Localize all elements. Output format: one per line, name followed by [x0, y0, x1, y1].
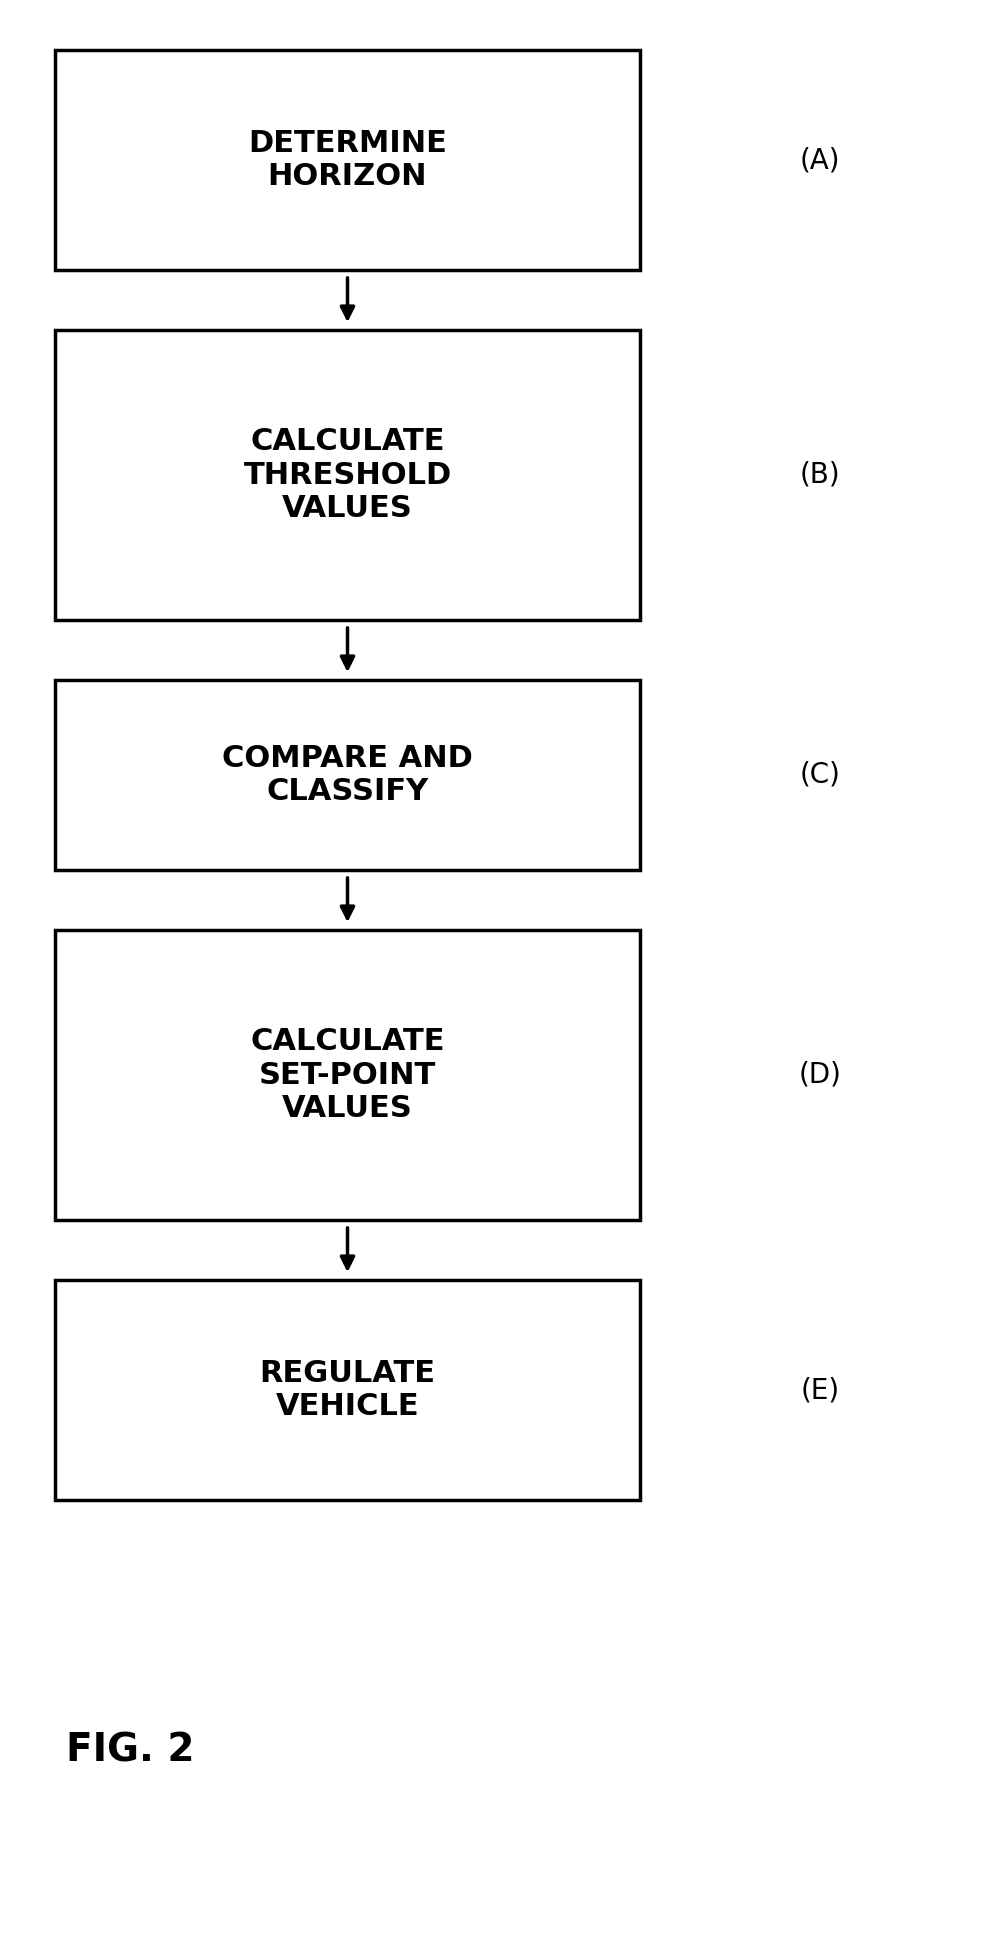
Bar [55, 50, 640, 270]
Text: (D): (D) [799, 1062, 841, 1089]
Text: (C): (C) [800, 761, 840, 788]
Text: DETERMINE
HORIZON: DETERMINE HORIZON [248, 128, 447, 192]
Text: (B): (B) [800, 462, 840, 489]
Text: (A): (A) [800, 146, 840, 175]
Text: (E): (E) [800, 1376, 839, 1403]
Text: CALCULATE
SET-POINT
VALUES: CALCULATE SET-POINT VALUES [250, 1027, 445, 1124]
Bar [55, 1279, 640, 1500]
Text: CALCULATE
THRESHOLD
VALUES: CALCULATE THRESHOLD VALUES [243, 427, 451, 524]
Bar [55, 330, 640, 619]
Text: COMPARE AND
CLASSIFY: COMPARE AND CLASSIFY [222, 743, 473, 806]
Bar [55, 930, 640, 1221]
Bar [55, 679, 640, 870]
Text: FIG. 2: FIG. 2 [65, 1731, 194, 1768]
Text: REGULATE
VEHICLE: REGULATE VEHICLE [259, 1359, 435, 1421]
